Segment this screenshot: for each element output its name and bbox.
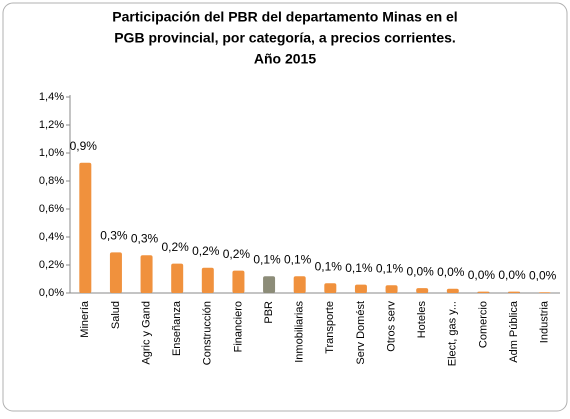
value-label: 0,0% xyxy=(529,268,557,282)
value-label: 0,1% xyxy=(315,259,343,273)
x-tick-label: Enseñanza xyxy=(171,300,183,356)
value-label: 0,1% xyxy=(345,261,373,275)
x-tick-label: Comercio xyxy=(477,301,489,348)
bar xyxy=(324,283,337,293)
value-label: 0,3% xyxy=(100,229,128,243)
value-label: 0,1% xyxy=(284,252,312,266)
value-label: 0,1% xyxy=(376,261,404,275)
x-tick-label: PBR xyxy=(263,301,275,324)
bar xyxy=(79,162,92,293)
x-tick-label: Otros serv xyxy=(385,301,397,352)
value-label: 0,2% xyxy=(223,247,251,261)
bar xyxy=(140,255,153,293)
bar xyxy=(232,270,245,293)
y-tick-label: 0,4% xyxy=(39,231,64,243)
x-tick-label: Inmobiliarias xyxy=(294,301,306,363)
x-tick-label: Salud xyxy=(110,301,122,329)
x-tick-label: Agric y Gand xyxy=(140,301,152,365)
x-tick-label: Minería xyxy=(79,300,91,338)
value-label: 0,2% xyxy=(192,244,220,258)
value-label: 0,3% xyxy=(131,231,159,245)
chart-title: PGB provincial, por categoría, a precios… xyxy=(114,30,456,46)
bar xyxy=(446,288,459,293)
y-tick-label: 0,2% xyxy=(39,259,64,271)
x-tick-label: Industria xyxy=(539,300,551,343)
x-tick-label: Construcción xyxy=(202,301,214,365)
y-tick-label: 0,6% xyxy=(39,203,64,215)
y-tick-label: 1,0% xyxy=(39,147,64,159)
x-tick-label: Serv Domést xyxy=(355,301,367,365)
y-tick-label: 1,2% xyxy=(39,119,64,131)
chart-title: Participación del PBR del departamento M… xyxy=(112,9,457,25)
bar xyxy=(477,291,490,293)
bar xyxy=(201,267,214,293)
value-label: 0,0% xyxy=(407,264,435,278)
y-tick-label: 0,0% xyxy=(39,287,64,299)
x-tick-label: Financiero xyxy=(232,301,244,352)
x-tick-label: Elect, gas y... xyxy=(447,301,459,366)
x-tick-label: Transporte xyxy=(324,301,336,354)
bar xyxy=(416,288,429,293)
bar xyxy=(508,291,521,293)
bar xyxy=(354,284,367,293)
bar xyxy=(263,276,276,293)
y-tick-label: 1,4% xyxy=(39,91,64,103)
value-label: 0,1% xyxy=(253,252,281,266)
bar xyxy=(171,263,184,293)
chart-border xyxy=(2,2,568,412)
value-label: 0,0% xyxy=(468,268,496,282)
value-label: 0,0% xyxy=(437,265,465,279)
bar xyxy=(538,292,551,293)
x-tick-label: Hoteles xyxy=(416,301,428,339)
value-label: 0,2% xyxy=(162,240,190,254)
y-tick-label: 0,8% xyxy=(39,175,64,187)
chart-title: Año 2015 xyxy=(254,51,316,67)
bar xyxy=(385,285,398,293)
bar xyxy=(109,252,122,293)
value-label: 0,9% xyxy=(70,139,98,153)
bar xyxy=(293,276,306,293)
x-tick-label: Adm Pública xyxy=(508,300,520,363)
value-label: 0,0% xyxy=(498,268,526,282)
